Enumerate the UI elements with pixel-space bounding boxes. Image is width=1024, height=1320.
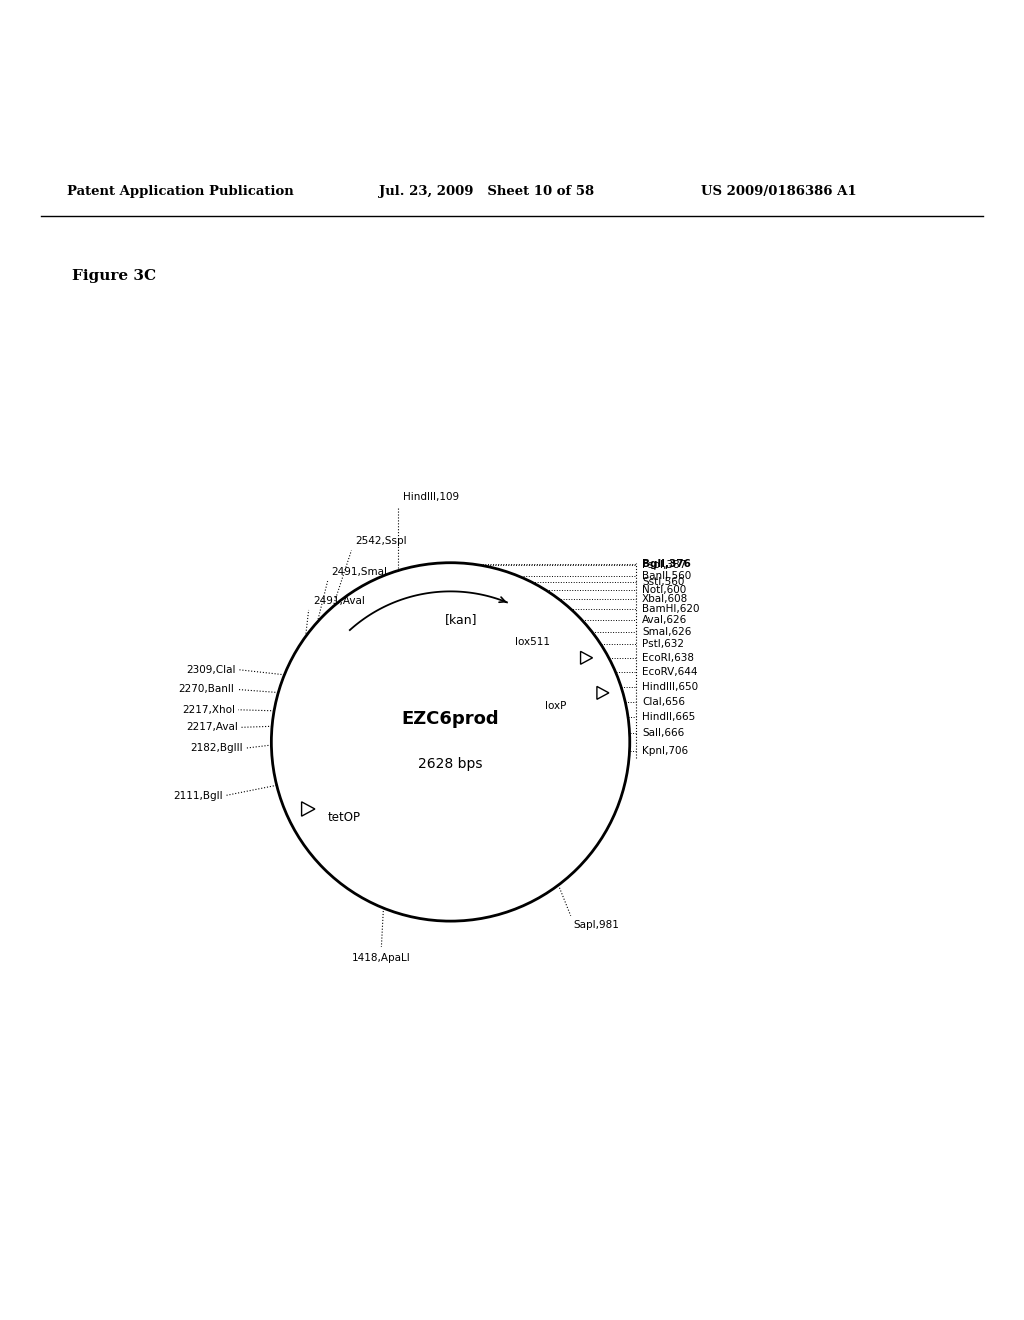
Text: Jul. 23, 2009   Sheet 10 of 58: Jul. 23, 2009 Sheet 10 of 58 [379, 185, 594, 198]
Text: tetOP: tetOP [328, 810, 360, 824]
Text: 2217,AvaI: 2217,AvaI [186, 722, 239, 733]
Text: lox511: lox511 [515, 638, 550, 647]
Text: HindIII,650: HindIII,650 [642, 681, 698, 692]
Text: XbaI,608: XbaI,608 [642, 594, 688, 603]
Text: BglI,376: BglI,376 [642, 560, 691, 569]
Text: HindII,665: HindII,665 [642, 711, 695, 722]
Text: 2628 bps: 2628 bps [419, 758, 482, 771]
Text: EcoRI,638: EcoRI,638 [642, 653, 694, 663]
Text: BanII,560: BanII,560 [642, 570, 691, 581]
Text: ClaI,656: ClaI,656 [642, 697, 685, 706]
Text: Patent Application Publication: Patent Application Publication [67, 185, 293, 198]
Text: AvaI,626: AvaI,626 [642, 615, 687, 624]
Text: SapI,981: SapI,981 [573, 920, 620, 929]
Text: US 2009/0186386 A1: US 2009/0186386 A1 [701, 185, 857, 198]
Text: FspI,387: FspI,387 [642, 561, 686, 570]
Text: 2270,BanII: 2270,BanII [178, 685, 234, 694]
Text: 2182,BglII: 2182,BglII [190, 743, 243, 754]
Text: loxP: loxP [546, 701, 566, 711]
Text: 1418,ApaLI: 1418,ApaLI [352, 953, 411, 964]
Text: EcoRV,644: EcoRV,644 [642, 667, 697, 677]
Text: BamHI,620: BamHI,620 [642, 603, 699, 614]
Text: [kan]: [kan] [444, 612, 477, 626]
Text: Figure 3C: Figure 3C [72, 269, 156, 282]
Text: 2111,BglI: 2111,BglI [173, 791, 222, 800]
Text: HindIII,109: HindIII,109 [403, 492, 460, 502]
Text: 2217,XhoI: 2217,XhoI [182, 705, 236, 714]
Text: 2542,SspI: 2542,SspI [355, 536, 408, 546]
Text: PstI,632: PstI,632 [642, 639, 684, 649]
Text: SmaI,626: SmaI,626 [642, 627, 691, 636]
Text: 2491,SmaI: 2491,SmaI [332, 568, 388, 577]
Text: 2491,AvaI: 2491,AvaI [312, 595, 365, 606]
Text: NotI,600: NotI,600 [642, 585, 686, 595]
Text: SalI,666: SalI,666 [642, 727, 684, 738]
Text: 2309,ClaI: 2309,ClaI [185, 665, 236, 675]
Text: KpnI,706: KpnI,706 [642, 746, 688, 756]
Text: EZC6prod: EZC6prod [401, 710, 500, 729]
Text: SstI,560: SstI,560 [642, 577, 684, 587]
